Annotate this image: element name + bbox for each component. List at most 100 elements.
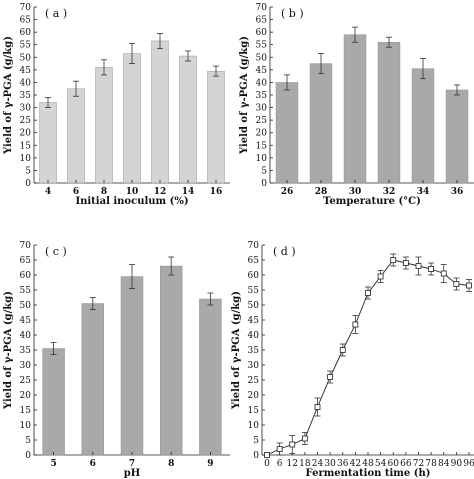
y-tick-label: 60 <box>20 28 32 38</box>
y-tick-label: 20 <box>256 129 268 139</box>
y-tick-label: 0 <box>253 451 259 461</box>
bar <box>275 82 299 184</box>
data-point <box>264 452 270 458</box>
x-tick-label: 54 <box>375 459 387 469</box>
panel-label: ( a ) <box>45 7 67 20</box>
y-tick-label: 70 <box>20 241 32 251</box>
chart-panel-1: 0 5 10 15 20 25 30 35 40 45 50 55 60 65 70 ( a ) Yield o… <box>3 3 230 207</box>
bar <box>120 276 144 456</box>
y-tick-label: 30 <box>248 361 260 371</box>
x-tick-label: 30 <box>349 187 362 197</box>
y-tick-label: 70 <box>248 241 260 251</box>
y-tick-label: 40 <box>248 331 260 341</box>
y-tick-label: 40 <box>20 331 32 341</box>
panel-label: ( b ) <box>281 7 304 20</box>
x-tick-label: 12 <box>154 187 167 197</box>
y-tick-label: 25 <box>20 376 32 386</box>
bar <box>207 70 225 184</box>
y-axis-title: Yield of γ-PGA (g/kg) <box>3 291 14 410</box>
x-tick-label: 18 <box>299 459 311 469</box>
y-tick-label: 5 <box>253 436 259 446</box>
data-point <box>352 321 359 328</box>
bar <box>42 348 65 456</box>
data-point <box>314 404 321 410</box>
panel-label: ( c ) <box>45 245 67 258</box>
y-tick-label: 40 <box>20 78 32 88</box>
x-axis-title: Temperature (°C) <box>323 196 421 207</box>
y-tick-label: 70 <box>20 3 32 13</box>
y-tick-label: 65 <box>20 256 32 266</box>
y-tick-label: 65 <box>256 16 268 26</box>
y-tick-label: 30 <box>20 104 32 114</box>
y-tick-label: 60 <box>256 28 268 38</box>
bar <box>39 102 57 184</box>
y-tick-label: 35 <box>256 91 268 101</box>
x-tick-label: 26 <box>281 187 294 197</box>
y-tick-label: 20 <box>248 391 260 401</box>
bar <box>445 89 469 184</box>
y-tick-label: 45 <box>20 316 32 326</box>
x-tick-label: 9 <box>207 459 213 469</box>
x-tick-label: 10 <box>126 187 139 197</box>
bar <box>67 88 85 184</box>
data-point <box>428 266 435 272</box>
x-tick-label: 78 <box>425 459 437 469</box>
y-tick-label: 35 <box>248 346 260 356</box>
data-point <box>377 273 384 280</box>
x-tick-label: 66 <box>400 459 412 469</box>
bar <box>411 68 435 184</box>
x-tick-label: 6 <box>277 459 283 469</box>
x-tick-label: 8 <box>101 187 107 197</box>
data-point <box>440 270 447 277</box>
y-tick-label: 10 <box>256 154 268 164</box>
y-tick-label: 70 <box>256 3 268 13</box>
y-tick-label: 30 <box>256 104 268 114</box>
y-tick-label: 15 <box>248 406 260 416</box>
y-tick-label: 55 <box>20 41 32 51</box>
data-point <box>390 257 397 263</box>
y-tick-label: 15 <box>256 141 268 151</box>
bar <box>343 34 367 184</box>
x-tick-label: 34 <box>417 187 430 197</box>
y-tick-label: 50 <box>248 301 260 311</box>
x-axis-title: pH <box>124 468 140 479</box>
bar <box>309 63 333 184</box>
bar <box>123 53 141 184</box>
data-point <box>466 282 472 289</box>
x-tick-label: 6 <box>73 187 79 197</box>
y-tick-label: 50 <box>20 301 32 311</box>
bar <box>179 55 197 184</box>
data-point <box>301 435 308 442</box>
y-tick-label: 25 <box>20 116 32 126</box>
x-tick-label: 6 <box>90 459 96 469</box>
x-tick-label: 84 <box>438 459 450 469</box>
x-tick-label: 96 <box>463 459 474 469</box>
x-tick-label: 16 <box>210 187 223 197</box>
x-tick-label: 48 <box>362 459 374 469</box>
y-tick-label: 5 <box>261 166 267 176</box>
y-tick-label: 10 <box>248 421 260 431</box>
data-point <box>365 290 371 296</box>
y-tick-label: 25 <box>248 376 260 386</box>
y-tick-label: 45 <box>256 66 268 76</box>
x-tick-label: 7 <box>129 459 135 469</box>
y-tick-label: 5 <box>25 436 31 446</box>
y-tick-label: 65 <box>248 256 260 266</box>
y-tick-label: 45 <box>248 316 260 326</box>
y-axis-title: Yield of γ-PGA (g/kg) <box>231 291 242 410</box>
bar <box>199 298 222 456</box>
y-tick-label: 45 <box>20 66 32 76</box>
x-tick-label: 12 <box>287 459 298 469</box>
x-tick-label: 4 <box>45 187 51 197</box>
bar <box>81 303 105 456</box>
y-axis-title: Yield of γ-PGA (g/kg) <box>3 36 14 155</box>
x-tick-label: 24 <box>312 459 324 469</box>
y-tick-label: 65 <box>20 16 32 26</box>
data-point <box>276 446 283 452</box>
bar <box>159 265 183 456</box>
x-tick-label: 72 <box>413 459 424 469</box>
data-point <box>339 347 346 353</box>
